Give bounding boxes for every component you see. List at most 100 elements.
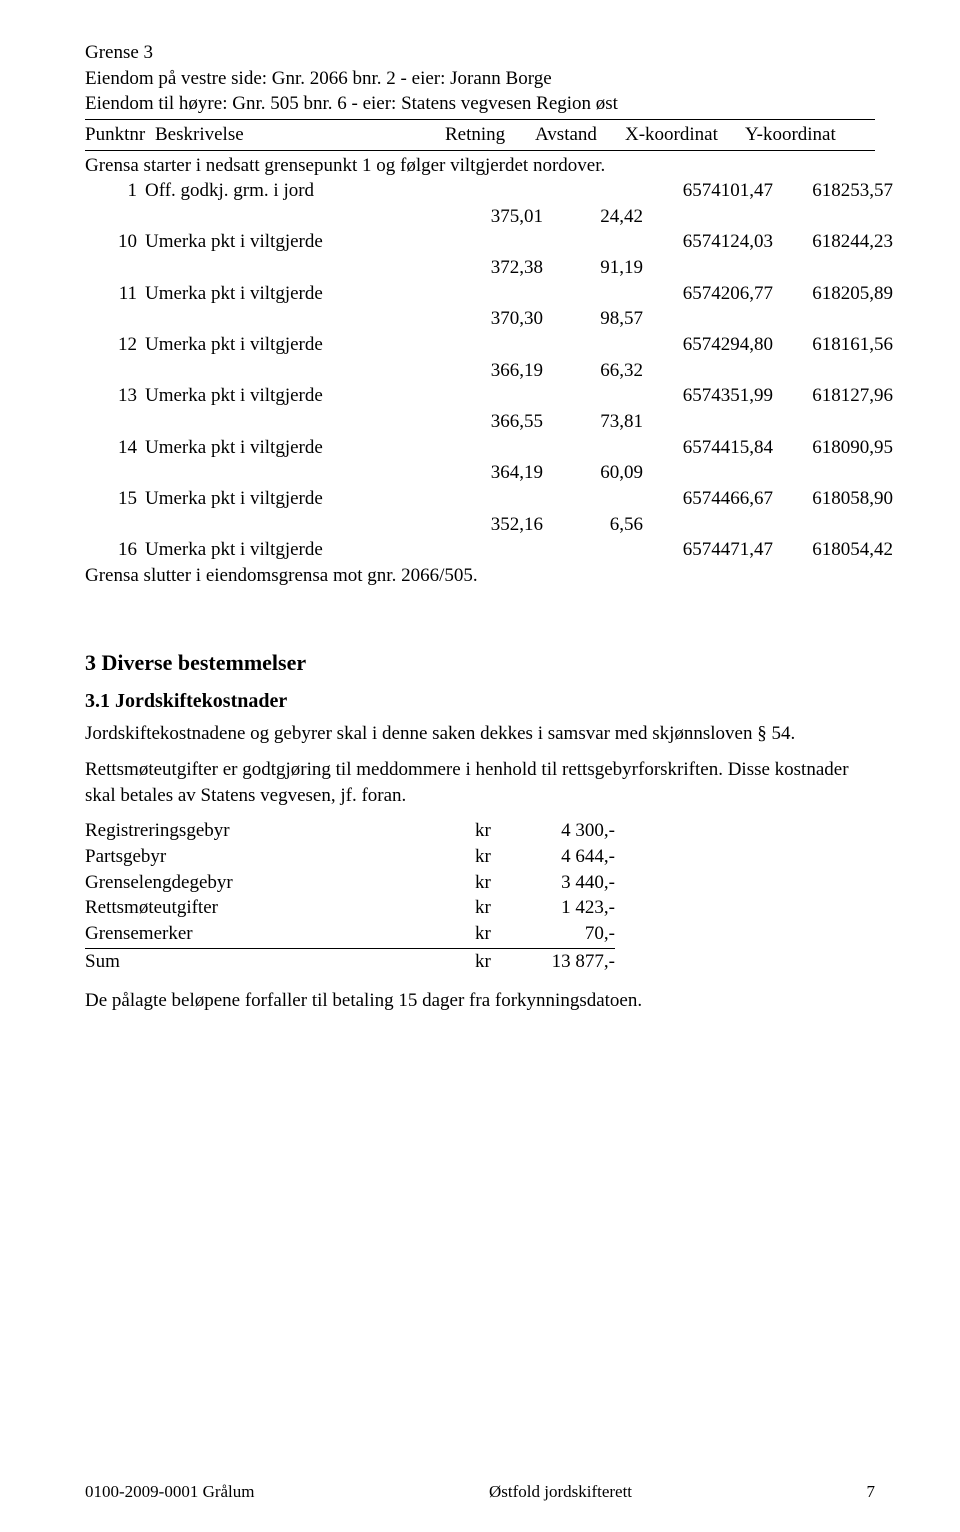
- cell-retning: 372,38: [453, 255, 553, 281]
- cell-desc: [145, 204, 453, 230]
- cost-table: Registreringsgebyrkr4 300,-Partsgebyrkr4…: [85, 818, 875, 974]
- cell-avstand: [553, 537, 653, 563]
- table-header-row: Punktnr Beskrivelse Retning Avstand X-ko…: [85, 122, 875, 148]
- cell-retning: 352,16: [453, 512, 553, 538]
- cell-x: 6574471,47: [653, 537, 773, 563]
- table-row: 16Umerka pkt i viltgjerde6574471,4761805…: [85, 537, 875, 563]
- table-row: 1Off. godkj. grm. i jord6574101,47618253…: [85, 178, 875, 204]
- footer-right: 7: [867, 1482, 876, 1502]
- col-header-avstand: Avstand: [535, 122, 625, 148]
- cell-nr: [85, 306, 145, 332]
- cost-label: Grenselengdegebyr: [85, 870, 475, 896]
- cell-desc: Umerka pkt i viltgjerde: [145, 229, 453, 255]
- col-header-y: Y-koordinat: [745, 122, 865, 148]
- cell-desc: [145, 358, 453, 384]
- cell-x: [653, 512, 773, 538]
- cell-avstand: [553, 229, 653, 255]
- table-row: 364,1960,09: [85, 460, 875, 486]
- table-row: 375,0124,42: [85, 204, 875, 230]
- cell-x: [653, 409, 773, 435]
- cell-avstand: [553, 435, 653, 461]
- table-row: 13Umerka pkt i viltgjerde6574351,9961812…: [85, 383, 875, 409]
- cell-x: 6574415,84: [653, 435, 773, 461]
- cost-label: Registreringsgebyr: [85, 818, 475, 844]
- cell-retning: [453, 383, 553, 409]
- table-row: 372,3891,19: [85, 255, 875, 281]
- cell-retning: [453, 332, 553, 358]
- cell-x: 6574466,67: [653, 486, 773, 512]
- footer-center: Østfold jordskifterett: [255, 1482, 867, 1502]
- cell-retning: 366,55: [453, 409, 553, 435]
- cell-desc: Umerka pkt i viltgjerde: [145, 383, 453, 409]
- cell-desc: Umerka pkt i viltgjerde: [145, 332, 453, 358]
- cost-label: Grensemerker: [85, 921, 475, 949]
- cost-value: 70,-: [515, 921, 615, 949]
- cost-sum-kr: kr: [475, 949, 515, 975]
- cell-nr: [85, 255, 145, 281]
- cell-x: 6574206,77: [653, 281, 773, 307]
- cell-nr: [85, 204, 145, 230]
- cell-nr: 1: [85, 178, 145, 204]
- cell-nr: [85, 460, 145, 486]
- cost-row: Registreringsgebyrkr4 300,-: [85, 818, 875, 844]
- cell-nr: [85, 409, 145, 435]
- cell-y: 618244,23: [773, 229, 893, 255]
- cell-desc: [145, 409, 453, 435]
- cell-desc: Umerka pkt i viltgjerde: [145, 537, 453, 563]
- section-3-1-title: 3.1 Jordskiftekostnader: [85, 690, 875, 713]
- cell-desc: [145, 460, 453, 486]
- table-row: 11Umerka pkt i viltgjerde6574206,7761820…: [85, 281, 875, 307]
- cell-retning: [453, 486, 553, 512]
- cell-y: 618090,95: [773, 435, 893, 461]
- col-header-beskrivelse: Beskrivelse: [155, 122, 445, 148]
- cell-retning: 375,01: [453, 204, 553, 230]
- cell-avstand: 60,09: [553, 460, 653, 486]
- cell-retning: [453, 281, 553, 307]
- page-footer: 0100-2009-0001 Grålum Østfold jordskifte…: [85, 1482, 875, 1502]
- grense-table: 1Off. godkj. grm. i jord6574101,47618253…: [85, 178, 875, 563]
- cost-row: Grensemerkerkr70,-: [85, 921, 875, 949]
- document-page: Grense 3 Eiendom på vestre side: Gnr. 20…: [0, 0, 960, 1532]
- col-header-retning: Retning: [445, 122, 535, 148]
- cost-label: Rettsmøteutgifter: [85, 895, 475, 921]
- cell-x: 6574124,03: [653, 229, 773, 255]
- cell-nr: 12: [85, 332, 145, 358]
- cell-x: 6574101,47: [653, 178, 773, 204]
- cost-kr: kr: [475, 844, 515, 870]
- cell-desc: [145, 512, 453, 538]
- cost-kr: kr: [475, 921, 515, 949]
- cell-nr: [85, 358, 145, 384]
- cell-x: [653, 460, 773, 486]
- para-forfall: De pålagte beløpene forfaller til betali…: [85, 988, 875, 1014]
- cost-value: 4 644,-: [515, 844, 615, 870]
- table-row: 366,1966,32: [85, 358, 875, 384]
- cell-y: 618161,56: [773, 332, 893, 358]
- cell-desc: Umerka pkt i viltgjerde: [145, 435, 453, 461]
- cell-x: [653, 306, 773, 332]
- table-row: 15Umerka pkt i viltgjerde6574466,6761805…: [85, 486, 875, 512]
- cell-avstand: [553, 383, 653, 409]
- cell-avstand: 6,56: [553, 512, 653, 538]
- cell-y: 618253,57: [773, 178, 893, 204]
- cost-value: 3 440,-: [515, 870, 615, 896]
- grense-title: Grense 3: [85, 40, 875, 66]
- cell-nr: 10: [85, 229, 145, 255]
- cost-value: 1 423,-: [515, 895, 615, 921]
- table-row: 10Umerka pkt i viltgjerde6574124,0361824…: [85, 229, 875, 255]
- cell-y: 618127,96: [773, 383, 893, 409]
- cell-x: [653, 358, 773, 384]
- table-row: 370,3098,57: [85, 306, 875, 332]
- cost-kr: kr: [475, 870, 515, 896]
- cell-retning: [453, 229, 553, 255]
- table-row: 12Umerka pkt i viltgjerde6574294,8061816…: [85, 332, 875, 358]
- cost-row: Partsgebyrkr4 644,-: [85, 844, 875, 870]
- cell-x: [653, 255, 773, 281]
- cell-nr: 16: [85, 537, 145, 563]
- grensa-slutter: Grensa slutter i eiendomsgrensa mot gnr.…: [85, 563, 875, 589]
- cell-nr: 11: [85, 281, 145, 307]
- cell-y: [773, 255, 893, 281]
- cost-label: Partsgebyr: [85, 844, 475, 870]
- eiendom-hoyre: Eiendom til høyre: Gnr. 505 bnr. 6 - eie…: [85, 91, 875, 117]
- table-row: 352,166,56: [85, 512, 875, 538]
- cell-retning: 370,30: [453, 306, 553, 332]
